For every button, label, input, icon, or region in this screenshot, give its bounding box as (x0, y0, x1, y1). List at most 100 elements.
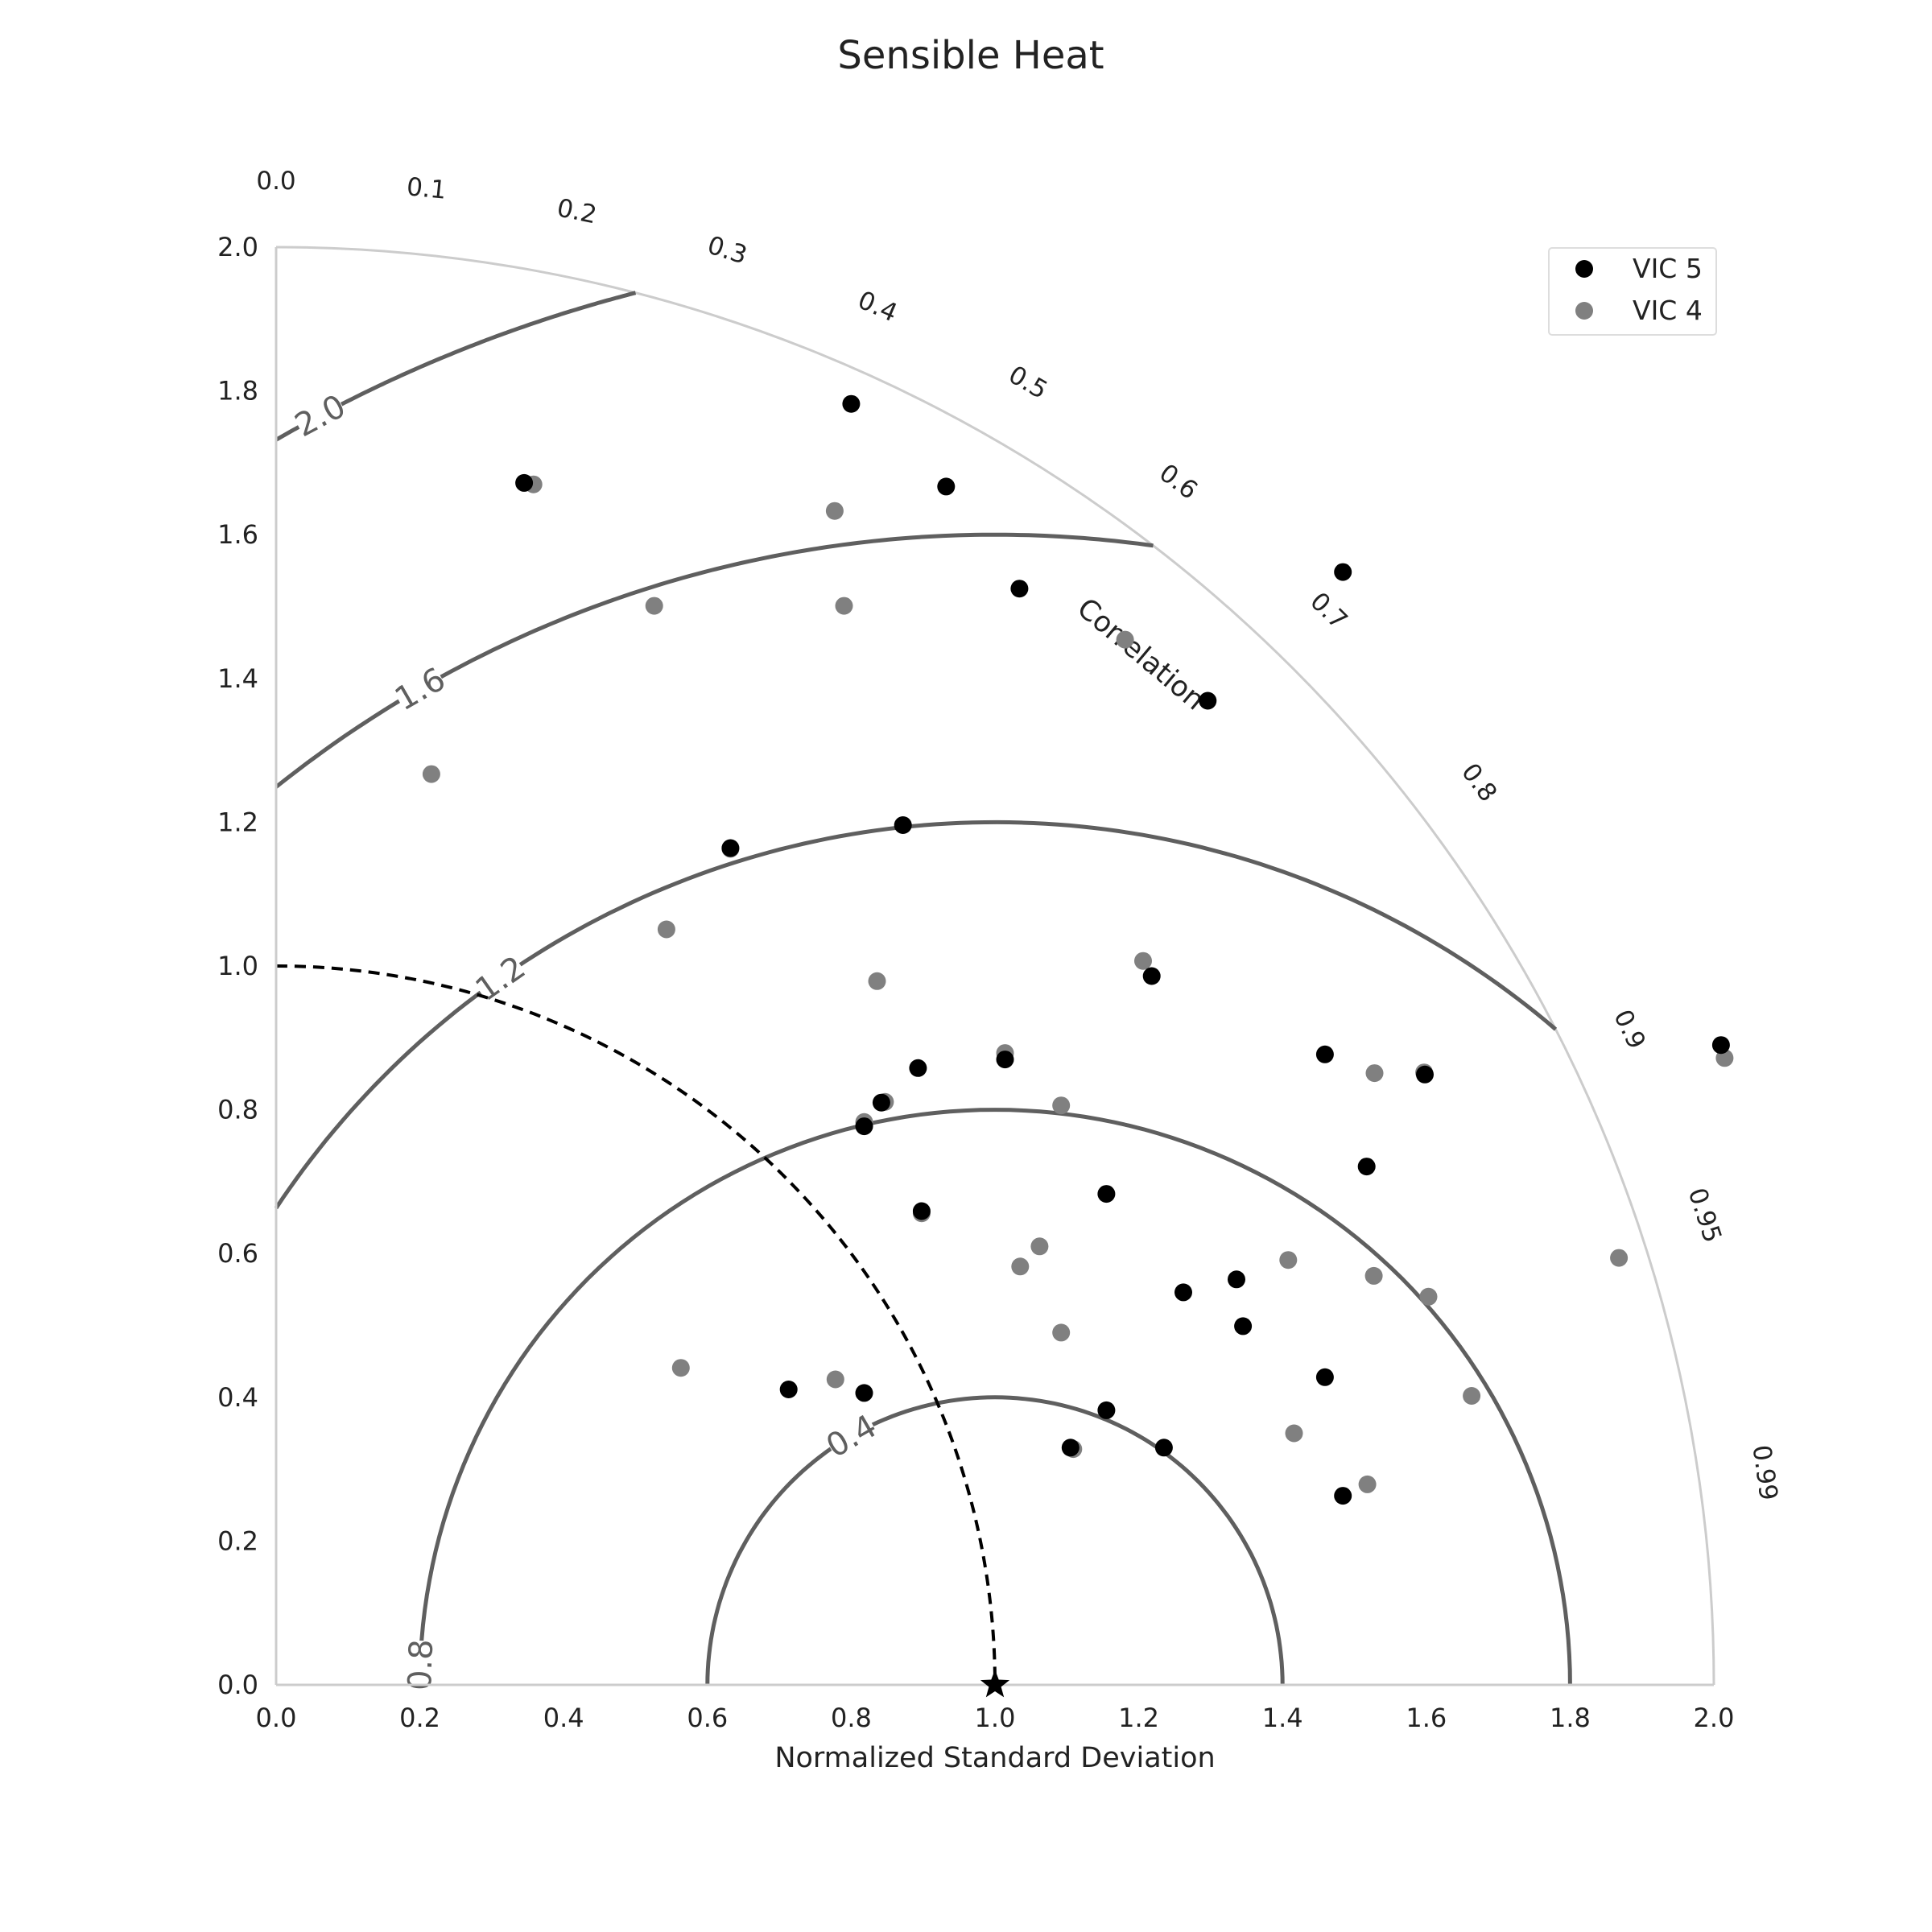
point-vic4 (1052, 1096, 1071, 1115)
correlation-outer-arc (275, 246, 1715, 1686)
y-tick-label: 1.0 (217, 951, 258, 981)
point-vic4 (1134, 952, 1152, 970)
legend-marker-vic4 (1575, 302, 1593, 320)
correlation-tick-label: 0.7 (1304, 587, 1352, 635)
correlation-tick-label: 0.95 (1682, 1184, 1728, 1246)
correlation-tick-label: 0.99 (1747, 1443, 1783, 1502)
point-vic4 (657, 920, 675, 939)
point-vic4 (1030, 1237, 1049, 1256)
reference-std-arc (275, 964, 997, 1686)
correlation-tick-label: 0.5 (1004, 360, 1053, 405)
point-vic5 (937, 477, 956, 496)
correlation-tick-label: 0.3 (704, 231, 750, 270)
rms-label-1.2: 1.2 (469, 949, 533, 1009)
rms-label-0.8: 0.8 (402, 1639, 440, 1691)
point-vic5 (1416, 1065, 1434, 1084)
point-vic5 (1154, 1439, 1173, 1457)
rms-contour-0.8 (418, 1108, 1572, 1686)
point-vic4 (835, 597, 853, 615)
correlation-tick-label: 0.1 (405, 172, 448, 205)
y-tick-label: 0.2 (217, 1525, 258, 1556)
legend-label-vic5: VIC 5 (1633, 253, 1703, 284)
rms-label-2.0: 2.0 (289, 388, 352, 444)
correlation-tick-label: 0.6 (1154, 459, 1203, 506)
rms-label-1.6: 1.6 (389, 661, 452, 719)
y-tick-label: 2.0 (217, 232, 258, 262)
x-tick-label: 0.4 (543, 1703, 584, 1733)
y-tick-label: 0.8 (217, 1095, 258, 1125)
rms-contour-0.4 (705, 1395, 1285, 1686)
y-tick-label: 0.6 (217, 1238, 258, 1269)
point-vic5 (1357, 1158, 1376, 1176)
legend: VIC 5 VIC 4 (1548, 247, 1717, 336)
point-vic4 (826, 1370, 844, 1389)
point-vic4 (1364, 1266, 1383, 1285)
correlation-tick-label: 0.0 (256, 167, 295, 196)
point-vic5 (1061, 1439, 1080, 1457)
y-tick-label: 1.8 (217, 376, 258, 407)
point-vic5 (1097, 1401, 1116, 1419)
point-vic5 (1334, 1487, 1352, 1505)
point-vic4 (1285, 1424, 1303, 1443)
y-tick-label: 1.2 (217, 807, 258, 837)
x-axis-label: Normalized Standard Deviation (774, 1742, 1215, 1774)
point-vic5 (1711, 1036, 1730, 1055)
y-tick-label: 1.6 (217, 519, 258, 550)
rms-label-bg-0.8 (398, 1640, 443, 1690)
points-layer (422, 394, 1734, 1698)
y-tick-label: 0.0 (217, 1670, 258, 1700)
point-vic5 (909, 1059, 927, 1077)
correlation-tick-label: 0.9 (1608, 1005, 1651, 1054)
x-tick-label: 1.8 (1550, 1703, 1591, 1733)
x-tick-label: 1.2 (1118, 1703, 1159, 1733)
correlation-tick-label: 0.2 (555, 193, 600, 229)
point-vic5 (1234, 1317, 1253, 1335)
point-vic5 (855, 1117, 873, 1136)
correlation-tick-label: 0.8 (1455, 758, 1502, 807)
point-vic5 (1315, 1368, 1334, 1386)
rms-label-bg-0.4 (819, 1406, 883, 1467)
correlation-tick-label: 0.4 (853, 286, 902, 328)
rms-contour-1.2 (274, 819, 1558, 1210)
x-tick-label: 0.8 (831, 1703, 872, 1733)
x-tick-label: 1.4 (1262, 1703, 1303, 1733)
point-vic4 (868, 972, 886, 990)
point-vic4 (1358, 1475, 1377, 1493)
rms-contour-1.6 (275, 532, 1154, 789)
point-vic4 (825, 502, 844, 520)
x-tick-label: 0.2 (399, 1703, 440, 1733)
point-vic5 (872, 1093, 890, 1112)
arcs-layer: 0.4 0.8 1.2 1.6 2.0 (274, 246, 1715, 1691)
x-tick-label: 1.6 (1406, 1703, 1447, 1733)
point-vic5 (1315, 1045, 1334, 1063)
y-tick-label: 1.4 (217, 663, 258, 694)
point-vic4 (1419, 1287, 1438, 1306)
point-vic5 (1142, 967, 1161, 985)
point-vic4 (645, 597, 663, 615)
x-tick-label: 2.0 (1694, 1703, 1735, 1733)
point-vic4 (422, 765, 440, 783)
point-vic5 (1010, 580, 1029, 598)
point-vic5 (1228, 1270, 1245, 1289)
y-tick-label: 0.4 (217, 1382, 258, 1413)
reference-star-marker (980, 1670, 1010, 1698)
x-tick-label: 0.0 (256, 1703, 297, 1733)
x-tick-label: 1.0 (975, 1703, 1016, 1733)
x-tick-label: 0.6 (687, 1703, 728, 1733)
correlation-axis-label: Correlation (1071, 592, 1211, 717)
point-vic4 (671, 1359, 690, 1377)
point-vic4 (1116, 630, 1134, 649)
point-vic5 (515, 473, 534, 492)
point-vic5 (1174, 1283, 1192, 1302)
rms-label-bg-2.0 (288, 386, 352, 446)
point-vic5 (721, 839, 740, 857)
point-vic5 (996, 1051, 1014, 1069)
point-vic5 (912, 1202, 931, 1220)
point-vic5 (1097, 1185, 1116, 1203)
legend-marker-vic5 (1575, 260, 1593, 278)
point-vic4 (1052, 1323, 1071, 1342)
point-vic5 (779, 1381, 798, 1398)
rms-label-bg-1.2 (468, 947, 532, 1009)
point-vic5 (842, 394, 861, 413)
